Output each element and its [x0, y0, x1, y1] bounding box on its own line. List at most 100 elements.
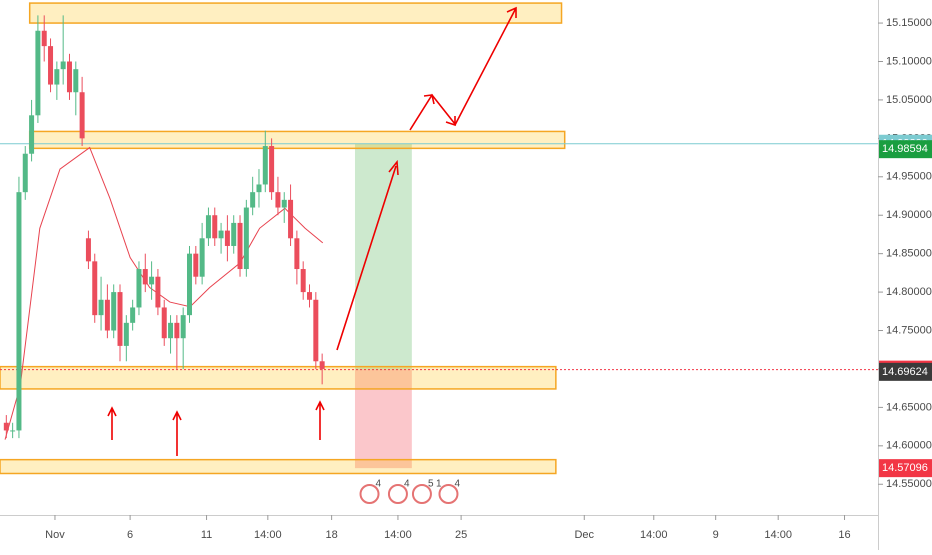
y-tick-label: 14.95000: [886, 171, 932, 183]
candle-body: [85, 238, 91, 262]
candle-body: [319, 361, 325, 369]
candle-body: [66, 61, 72, 93]
arrows: [107, 6, 517, 456]
candle-body: [98, 299, 104, 316]
candle-body: [256, 184, 262, 193]
candle-body: [243, 207, 249, 270]
stop-zone: [354, 369, 412, 469]
plot: [0, 2, 878, 475]
event-icon: [438, 484, 459, 504]
price-marker-label: 14.69624: [882, 366, 928, 378]
candle-body: [48, 46, 54, 85]
candle-body: [313, 299, 319, 362]
candle-body: [35, 30, 41, 116]
x-tick-label: 14:00: [254, 529, 282, 541]
event-count: 4: [454, 479, 460, 490]
y-tick-label: 14.65000: [886, 401, 932, 413]
y-tick-label: 14.55000: [886, 478, 932, 490]
candle-body: [205, 215, 211, 239]
x-tick-label: 14:00: [640, 529, 668, 541]
y-tick-label: 14.75000: [886, 324, 932, 336]
candle-body: [41, 30, 47, 47]
x-tick-label: Nov: [45, 529, 65, 541]
y-tick-label: 14.60000: [886, 440, 932, 452]
candle-body: [212, 215, 218, 239]
candle-body: [29, 115, 35, 154]
x-tick-label: 14:00: [384, 529, 412, 541]
y-tick-label: 15.05000: [886, 94, 932, 106]
candle-body: [262, 146, 268, 185]
candle-body: [123, 322, 129, 346]
zone: [0, 365, 557, 390]
candle-body: [60, 61, 66, 70]
candle-body: [149, 276, 155, 285]
y-tick-label: 14.80000: [886, 286, 932, 298]
y-tick-label: 15.10000: [886, 55, 932, 67]
candle-body: [281, 199, 287, 208]
x-tick-label: 9: [713, 529, 719, 541]
candle-body: [3, 422, 9, 431]
y-tick-label: 14.90000: [886, 209, 932, 221]
zone: [28, 130, 566, 150]
price-marker: [879, 459, 932, 478]
candle-body: [224, 230, 230, 246]
candle-body: [10, 430, 16, 432]
candle-body: [22, 153, 28, 193]
candle-body: [275, 192, 281, 208]
candle-body: [269, 146, 275, 193]
candle-body: [237, 222, 243, 270]
x-tick-label: 18: [325, 529, 337, 541]
price-marker: [879, 140, 932, 159]
event-count: 4: [376, 479, 382, 490]
candle-body: [104, 299, 110, 331]
event-count: 5: [428, 479, 434, 490]
price-marker: [879, 362, 932, 381]
target-zone: [354, 143, 412, 370]
candle-body: [142, 269, 148, 285]
candle-body: [186, 253, 192, 316]
candle-body: [54, 69, 60, 85]
arrow: [454, 6, 517, 126]
event-icon: [387, 484, 408, 504]
candle-body: [136, 269, 142, 308]
x-tick-label: 6: [127, 529, 133, 541]
x-tick-label: Dec: [574, 529, 594, 541]
candle-body: [174, 322, 180, 339]
candle-body: [16, 192, 22, 431]
candle-body: [155, 276, 161, 308]
candle-body: [92, 261, 98, 316]
candle-body: [79, 92, 85, 139]
candle-body: [250, 192, 256, 208]
zone: [28, 2, 563, 24]
moving-average: [4, 146, 324, 440]
event-count: 4: [404, 479, 410, 490]
candle-body: [193, 253, 199, 277]
price-marker-label: 14.57096: [882, 462, 928, 474]
event-icon: [411, 484, 432, 504]
y-tick-label: 15.15000: [886, 17, 932, 29]
candle-body: [168, 322, 174, 339]
candle-body: [161, 307, 167, 339]
arrow: [409, 93, 456, 131]
x-tick-label: 11: [201, 529, 212, 541]
candle-body: [231, 222, 237, 246]
event-icon: [359, 484, 380, 504]
x-tick-label: 14:00: [764, 529, 792, 541]
candle-body: [294, 238, 300, 270]
candle-body: [111, 292, 117, 331]
x-tick-label: 16: [838, 529, 850, 541]
candle-body: [180, 315, 186, 339]
zone: [0, 458, 557, 475]
arrow: [336, 159, 399, 351]
candle-body: [307, 292, 313, 300]
x-tick-label: 25: [455, 529, 467, 541]
candle-body: [300, 269, 306, 293]
candle-body: [199, 238, 205, 277]
candle-body: [218, 230, 224, 239]
price-marker-label: 14.98594: [882, 143, 928, 155]
event-count: 1: [436, 479, 442, 490]
candle-body: [73, 69, 79, 93]
candle-body: [117, 292, 123, 346]
